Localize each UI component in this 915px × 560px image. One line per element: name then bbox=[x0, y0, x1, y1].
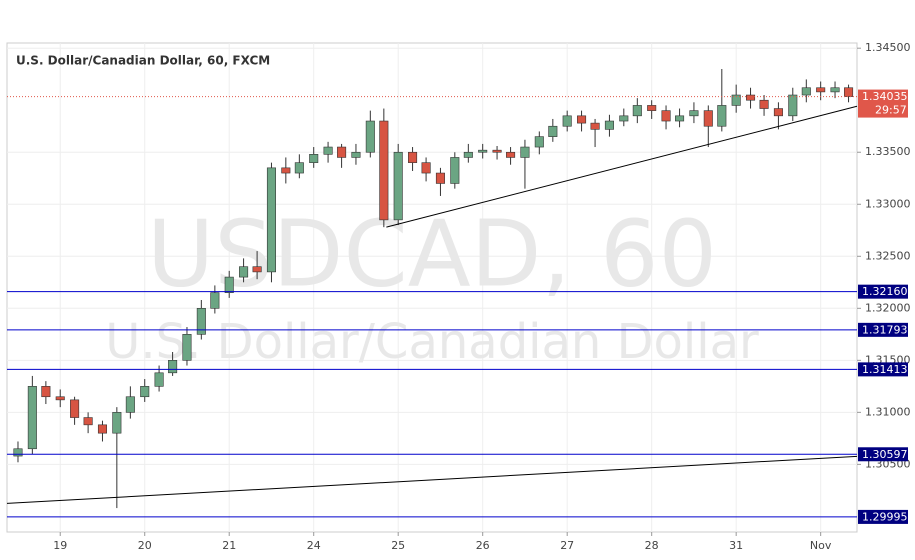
y-tick-label: 1.31000 bbox=[865, 405, 911, 418]
candle-body bbox=[55, 396, 65, 401]
candle-body bbox=[421, 162, 431, 174]
candle-body bbox=[224, 276, 234, 294]
candle-body bbox=[717, 105, 727, 127]
candle-body bbox=[506, 151, 516, 158]
level-label: 1.32160 bbox=[862, 285, 908, 298]
y-tick-label: 1.32000 bbox=[865, 301, 911, 314]
candle-body bbox=[746, 94, 756, 101]
x-tick-label: 26 bbox=[476, 539, 490, 552]
candle-body bbox=[463, 151, 473, 158]
candle-body bbox=[97, 424, 108, 434]
x-tick-label: 25 bbox=[391, 539, 405, 552]
candle-body bbox=[548, 125, 558, 137]
trend-line bbox=[6, 455, 858, 504]
candle-body bbox=[408, 151, 418, 163]
candle-body bbox=[788, 94, 798, 117]
trend-line bbox=[386, 105, 858, 228]
candle-body bbox=[604, 120, 614, 130]
candle-body bbox=[830, 87, 840, 93]
x-tick-label: 19 bbox=[53, 539, 67, 552]
candle-body bbox=[478, 149, 488, 153]
candle-body bbox=[281, 167, 291, 174]
level-tag bbox=[858, 362, 908, 377]
level-label: 1.30597 bbox=[862, 448, 908, 461]
level-tag bbox=[858, 447, 908, 462]
candle-body bbox=[520, 146, 530, 158]
last-price-tag bbox=[858, 89, 908, 118]
candle-body bbox=[379, 120, 389, 221]
x-tick-label: 20 bbox=[138, 539, 152, 552]
candle-body bbox=[675, 115, 685, 122]
level-tag bbox=[858, 509, 908, 524]
watermark-name: U.S. Dollar/Canadian Dollar bbox=[105, 314, 759, 370]
level-label: 1.29995 bbox=[862, 510, 908, 523]
candle-body bbox=[492, 149, 502, 153]
watermark: USDCAD, 60 U.S. Dollar/Canadian Dollar bbox=[105, 200, 759, 370]
level-tag bbox=[858, 322, 908, 337]
candle-body bbox=[196, 308, 206, 335]
level-label: 1.31413 bbox=[862, 363, 908, 376]
candle-body bbox=[27, 386, 37, 450]
y-tick-label: 1.32500 bbox=[865, 249, 911, 262]
x-tick-label: Nov bbox=[810, 539, 832, 552]
countdown-label: 29:57 bbox=[875, 104, 907, 117]
candle-body bbox=[140, 386, 150, 398]
candle-body bbox=[619, 115, 629, 122]
x-tick-label: 28 bbox=[645, 539, 659, 552]
y-tick-label: 1.34500 bbox=[865, 41, 911, 54]
grid bbox=[7, 43, 857, 532]
x-tick-label: 21 bbox=[222, 539, 236, 552]
candle-body bbox=[309, 154, 319, 163]
candle-body bbox=[294, 162, 304, 174]
candle-body bbox=[182, 334, 192, 361]
candle-body bbox=[731, 94, 741, 106]
candle-body bbox=[435, 172, 445, 184]
candle-body bbox=[393, 151, 403, 221]
candle-body bbox=[13, 448, 23, 457]
candle-body bbox=[154, 372, 164, 387]
candle-body bbox=[450, 157, 460, 184]
x-tick-label: 31 bbox=[729, 539, 743, 552]
candle-body bbox=[323, 146, 333, 155]
candle-body bbox=[773, 108, 783, 117]
candle-body bbox=[168, 360, 178, 374]
candle-body bbox=[801, 87, 811, 96]
candle-body bbox=[590, 122, 600, 130]
y-tick-label: 1.33000 bbox=[865, 197, 911, 210]
candle-body bbox=[816, 87, 826, 93]
y-tick-label: 1.33500 bbox=[865, 145, 911, 158]
candle-body bbox=[759, 99, 769, 109]
candle-body bbox=[210, 292, 220, 309]
candle-body bbox=[844, 87, 854, 97]
candle-body bbox=[351, 151, 361, 158]
candle-body bbox=[266, 167, 276, 273]
candle-body bbox=[365, 120, 375, 153]
candle-body bbox=[83, 417, 93, 426]
candle-body bbox=[41, 386, 51, 398]
chart-title: U.S. Dollar/Canadian Dollar, 60, FXCM bbox=[16, 54, 270, 68]
last-price-label: 1.34035 bbox=[862, 90, 908, 103]
candle-body bbox=[647, 105, 657, 111]
candle-body bbox=[632, 105, 642, 117]
watermark-symbol: USDCAD, 60 bbox=[147, 200, 717, 307]
candle-body bbox=[337, 146, 347, 158]
level-tag bbox=[858, 284, 908, 299]
x-tick-label: 27 bbox=[560, 539, 574, 552]
plot-frame bbox=[6, 42, 858, 533]
candle-body bbox=[562, 115, 572, 127]
candle-body bbox=[125, 396, 135, 413]
candle-body bbox=[577, 115, 587, 124]
level-label: 1.31793 bbox=[862, 323, 908, 336]
candle-body bbox=[534, 136, 544, 148]
candle-body bbox=[239, 266, 249, 278]
x-tick-label: 24 bbox=[307, 539, 321, 552]
candle-body bbox=[70, 399, 80, 418]
candle-body bbox=[252, 266, 262, 273]
candle-body bbox=[112, 412, 122, 434]
candle-body bbox=[703, 110, 713, 127]
candle-body bbox=[689, 110, 699, 117]
candle-body bbox=[661, 110, 671, 122]
